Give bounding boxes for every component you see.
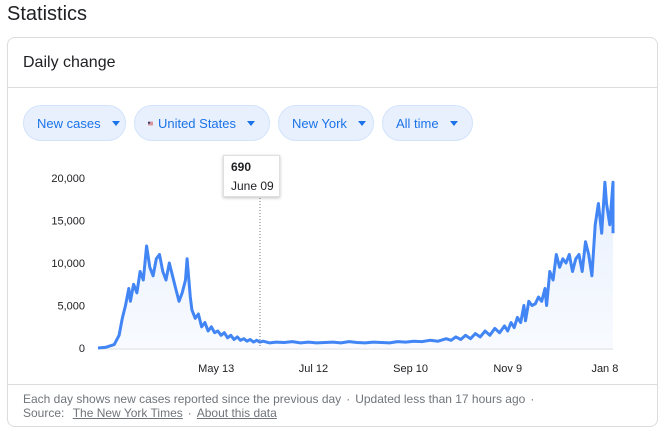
about-data-link[interactable]: About this data: [196, 406, 277, 420]
card-title: Daily change: [23, 54, 116, 71]
y-tick-label: 10,000: [51, 258, 85, 270]
series-area: [98, 182, 613, 348]
caret-down-icon: [247, 120, 255, 126]
y-tick-label: 5,000: [57, 301, 85, 313]
tooltip-value: 690: [231, 160, 252, 174]
y-tick-label: 20,000: [51, 173, 85, 185]
card-footer: Each day shows new cases reported since …: [8, 384, 657, 420]
footer-description: Each day shows new cases reported since …: [23, 392, 342, 406]
us-flag-icon: [148, 121, 153, 125]
metric-dropdown[interactable]: New cases: [23, 105, 126, 141]
chart-tooltip: 690 June 09: [223, 155, 280, 197]
source-link[interactable]: The New York Times: [72, 406, 183, 420]
footer-updated: Updated less than 17 hours ago: [355, 392, 526, 406]
x-tick-label: Nov 9: [493, 363, 522, 375]
x-tick-label: Jul 12: [299, 363, 328, 375]
tooltip-date: June 09: [231, 179, 274, 193]
footer-line-1: Each day shows new cases reported since …: [23, 392, 535, 406]
x-tick-label: May 13: [198, 363, 234, 375]
x-tick-label: Sep 10: [393, 363, 428, 375]
footer-line-2: Source: The New York Times · About this da…: [23, 406, 277, 420]
range-dropdown-label: All time: [396, 115, 439, 131]
caret-down-icon: [357, 120, 366, 126]
daily-change-chart[interactable]: 0 5,000 10,000 15,000 20,000 May 13 Jul 12 Sep …: [8, 148, 658, 378]
metric-dropdown-label: New cases: [37, 115, 101, 131]
country-dropdown[interactable]: United States: [134, 105, 270, 141]
range-dropdown[interactable]: All time: [382, 105, 473, 141]
region-dropdown[interactable]: New York: [278, 105, 374, 141]
caret-down-icon: [449, 120, 458, 126]
country-dropdown-label: United States: [157, 115, 236, 131]
caret-down-icon: [111, 120, 120, 126]
stats-card: Daily change New cases United States New…: [7, 37, 658, 427]
chart-area[interactable]: 0 5,000 10,000 15,000 20,000 May 13 Jul 12 Sep …: [8, 148, 658, 378]
card-header: Daily change: [8, 38, 657, 88]
footer-source-label: Source:: [23, 406, 65, 420]
series-line: [97, 180, 615, 350]
y-tick-label: 0: [79, 343, 85, 355]
y-tick-label: 15,000: [51, 216, 85, 228]
x-tick-label: Jan 8: [591, 363, 618, 375]
filter-bar: New cases United States New York All tim…: [23, 105, 473, 141]
region-dropdown-label: New York: [292, 115, 347, 131]
page-title: Statistics: [7, 3, 88, 25]
